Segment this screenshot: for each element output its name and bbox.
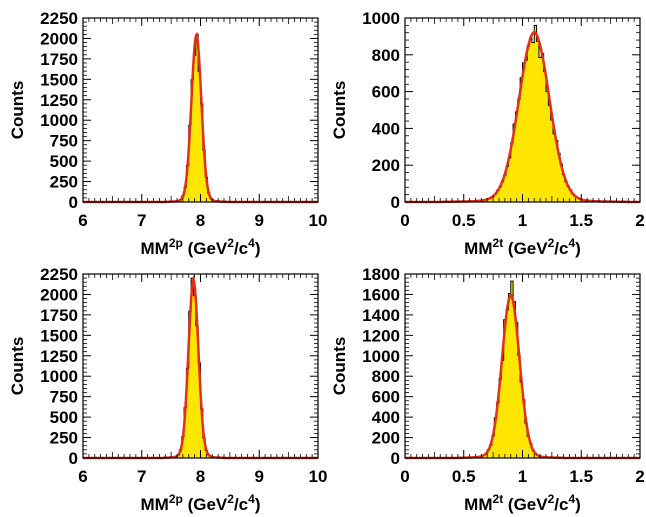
- histogram-bars: [405, 280, 640, 459]
- y-tick-label: 1400: [362, 306, 400, 325]
- x-axis-title: MM2t (GeV2/c4): [464, 236, 581, 258]
- x-tick-label: 7: [137, 467, 146, 486]
- y-tick-label: 1750: [40, 306, 78, 325]
- y-tick-label: 500: [50, 408, 78, 427]
- y-tick-label: 250: [50, 173, 78, 192]
- y-tick-label: 1500: [40, 326, 78, 345]
- x-axis-title: MM2p (GeV2/c4): [141, 236, 261, 258]
- x-tick-label: 1.5: [569, 467, 593, 486]
- y-tick-label: 800: [372, 46, 400, 65]
- x-tick-label: 0.5: [452, 211, 476, 230]
- x-tick-label: 9: [255, 211, 264, 230]
- x-tick-label: 8: [196, 467, 205, 486]
- histogram-panel-2: 0 0.5 1 1.5 2 0 200 400 600 800 1000 Counts MM2t (Ge…: [330, 9, 645, 258]
- y-axis-title: Counts: [330, 81, 349, 140]
- y-tick-label: 2250: [40, 265, 78, 284]
- x-tick-label: 9: [255, 467, 264, 486]
- x-tick-label: 1: [518, 467, 527, 486]
- y-tick-label: 200: [372, 429, 400, 448]
- x-tick-label: 2: [635, 211, 644, 230]
- y-tick-label: 750: [50, 132, 78, 151]
- y-tick-label: 1000: [362, 9, 400, 28]
- y-axis-title: Counts: [330, 337, 349, 396]
- y-tick-label: 250: [50, 429, 78, 448]
- y-tick-label: 1200: [362, 326, 400, 345]
- x-tick-label: 7: [137, 211, 146, 230]
- x-tick-label: 1: [518, 211, 527, 230]
- y-axis-title: Counts: [8, 81, 27, 140]
- y-tick-label: 1250: [40, 91, 78, 110]
- y-tick-label: 400: [372, 408, 400, 427]
- y-tick-label: 2250: [40, 9, 78, 28]
- y-tick-label: 2000: [40, 285, 78, 304]
- y-tick-label: 750: [50, 388, 78, 407]
- x-tick-label: 6: [78, 467, 87, 486]
- x-axis-title: MM2p (GeV2/c4): [141, 492, 261, 514]
- x-tick-label: 10: [309, 211, 328, 230]
- x-tick-label: 2: [635, 467, 644, 486]
- y-tick-label: 500: [50, 152, 78, 171]
- y-tick-label: 2000: [40, 29, 78, 48]
- y-tick-label: 0: [391, 193, 400, 212]
- y-tick-label: 0: [391, 449, 400, 468]
- y-tick-label: 0: [69, 193, 78, 212]
- x-tick-label: 1.5: [569, 211, 593, 230]
- x-tick-label: 0: [400, 467, 409, 486]
- x-tick-label: 0.5: [452, 467, 476, 486]
- y-tick-label: 1800: [362, 265, 400, 284]
- y-tick-label: 800: [372, 367, 400, 386]
- y-tick-label: 200: [372, 156, 400, 175]
- histogram-bars: [405, 24, 640, 203]
- y-tick-label: 600: [372, 83, 400, 102]
- x-tick-label: 6: [78, 211, 87, 230]
- y-tick-label: 1000: [40, 367, 78, 386]
- y-tick-label: 1600: [362, 285, 400, 304]
- y-tick-label: 1750: [40, 50, 78, 69]
- histogram-bars: [83, 33, 318, 203]
- y-tick-label: 1000: [40, 111, 78, 130]
- y-tick-label: 1250: [40, 347, 78, 366]
- y-tick-label: 1000: [362, 347, 400, 366]
- x-tick-label: 0: [400, 211, 409, 230]
- y-tick-label: 0: [69, 449, 78, 468]
- y-tick-label: 600: [372, 388, 400, 407]
- y-axis-title: Counts: [8, 337, 27, 396]
- y-tick-label: 400: [372, 119, 400, 138]
- x-tick-label: 8: [196, 211, 205, 230]
- x-tick-label: 10: [309, 467, 328, 486]
- x-axis-title: MM2t (GeV2/c4): [464, 492, 581, 514]
- y-tick-label: 1500: [40, 70, 78, 89]
